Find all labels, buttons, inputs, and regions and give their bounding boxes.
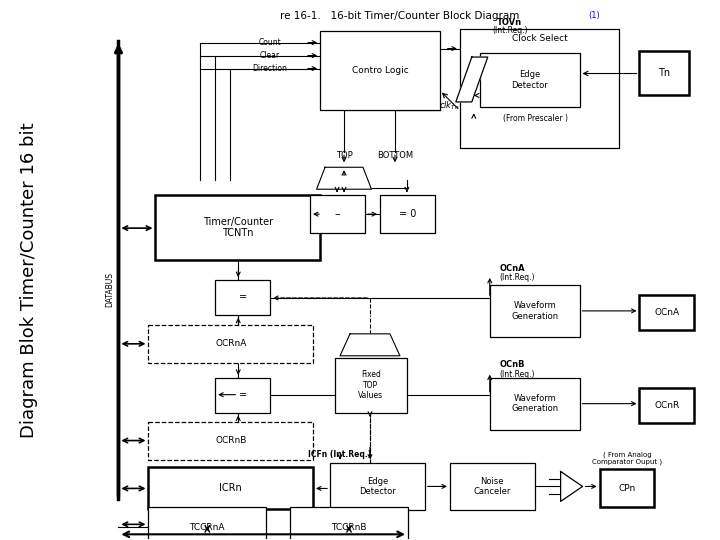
Text: Noise
Canceler: Noise Canceler: [474, 477, 511, 496]
Polygon shape: [561, 471, 582, 502]
Bar: [639, 388, 694, 423]
Text: Fixed
TOP
Values: Fixed TOP Values: [359, 370, 384, 400]
Text: =: =: [238, 293, 247, 302]
Bar: [148, 508, 266, 540]
Text: TOVn: TOVn: [497, 18, 522, 27]
Text: (Int.Req.): (Int.Req.): [500, 370, 535, 379]
Text: CPn: CPn: [618, 484, 636, 493]
Bar: [639, 295, 694, 330]
Text: Edge
Detector: Edge Detector: [359, 477, 396, 496]
Text: TCCRnA: TCCRnA: [189, 523, 225, 532]
Text: TOP: TOP: [336, 151, 352, 160]
Text: (From Prescaler ): (From Prescaler ): [503, 114, 568, 123]
Text: (Int.Req.): (Int.Req.): [492, 26, 528, 35]
Bar: [215, 280, 270, 315]
Text: = 0: = 0: [399, 209, 416, 219]
Text: (Int.Req.): (Int.Req.): [500, 273, 535, 282]
Polygon shape: [456, 57, 487, 102]
Text: OCRnA: OCRnA: [215, 339, 246, 348]
Bar: [380, 195, 435, 233]
Bar: [335, 358, 407, 413]
Text: Contro Logic: Contro Logic: [351, 66, 408, 75]
Bar: [148, 325, 313, 363]
Text: OCnA: OCnA: [500, 264, 526, 273]
Text: Diagram Blok Timer/Counter 16 bit: Diagram Blok Timer/Counter 16 bit: [19, 122, 37, 438]
Text: =: =: [238, 390, 247, 400]
Text: BOTTOM: BOTTOM: [377, 151, 413, 160]
Text: OCnA: OCnA: [654, 308, 680, 317]
Text: Timer/Counter
TCNTn: Timer/Counter TCNTn: [202, 217, 273, 238]
Text: TCCRnB: TCCRnB: [331, 523, 366, 532]
Text: OCRnB: OCRnB: [215, 436, 246, 445]
Text: ICFn (Int.Req.): ICFn (Int.Req.): [308, 450, 372, 459]
Bar: [320, 31, 440, 110]
Polygon shape: [317, 167, 372, 189]
Bar: [156, 195, 320, 260]
Bar: [460, 29, 619, 148]
Text: ICRn: ICRn: [220, 483, 242, 494]
Text: re 16-1.   16-bit Timer/Counter Block Diagram: re 16-1. 16-bit Timer/Counter Block Diag…: [280, 11, 520, 21]
Text: Clock Select: Clock Select: [512, 34, 567, 43]
Text: OCnB: OCnB: [500, 360, 525, 369]
Text: Comparator Ouput ): Comparator Ouput ): [593, 458, 662, 465]
Text: $clk_{Tn}$: $clk_{Tn}$: [439, 99, 460, 112]
Bar: [450, 462, 535, 510]
Bar: [215, 377, 270, 413]
Polygon shape: [340, 334, 400, 356]
Bar: [290, 508, 408, 540]
Bar: [148, 422, 313, 460]
Text: ( From Analog: ( From Analog: [603, 451, 652, 458]
Text: OCnR: OCnR: [654, 401, 680, 410]
Text: Edge
Detector: Edge Detector: [511, 70, 548, 90]
Bar: [490, 285, 580, 337]
Text: (1): (1): [589, 11, 600, 19]
Text: Tn: Tn: [658, 68, 670, 78]
Bar: [330, 462, 425, 510]
Bar: [490, 377, 580, 430]
Text: Direction: Direction: [253, 64, 287, 73]
Text: Clear: Clear: [260, 51, 280, 60]
Bar: [148, 468, 313, 509]
Text: Waveform
Generation: Waveform Generation: [511, 394, 558, 413]
Bar: [310, 195, 365, 233]
Bar: [639, 51, 689, 96]
Text: DATABUS: DATABUS: [105, 273, 114, 307]
Text: Count: Count: [258, 38, 282, 47]
Bar: [600, 469, 654, 508]
Text: –: –: [335, 209, 341, 219]
Bar: [480, 52, 580, 107]
Text: Waveform
Generation: Waveform Generation: [511, 301, 558, 321]
